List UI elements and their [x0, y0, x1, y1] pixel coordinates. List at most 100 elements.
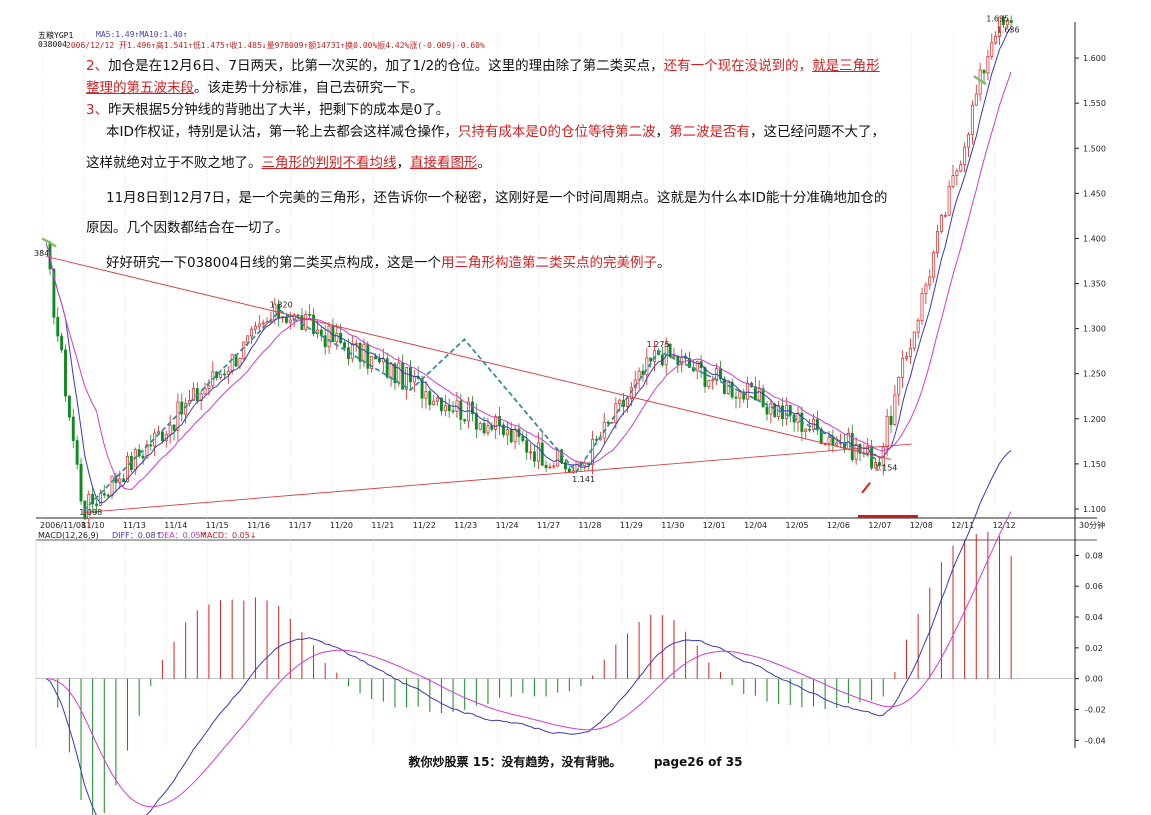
candle [722, 378, 726, 394]
paragraph-line-3: 3、昨天根据5分钟线的背驰出了大半，把剩下的成本是0了。 [86, 102, 450, 118]
price-tick-label: 1.600 [1083, 54, 1106, 63]
lower-trendline [83, 443, 912, 514]
candle [548, 466, 552, 469]
candle [1009, 20, 1013, 23]
macd-tick-label: -0.04 [1085, 736, 1106, 745]
footer-title: 教你炒股票 15：没有趋势，没有背驰。 [408, 755, 622, 769]
candle [703, 367, 707, 387]
candle [110, 475, 114, 496]
candle [533, 451, 536, 462]
candle [149, 444, 153, 447]
candle [905, 355, 908, 359]
candle [649, 357, 653, 362]
candle [98, 493, 102, 506]
window-title: 五粮YGP1 [38, 31, 74, 40]
candle [87, 493, 91, 520]
candle [998, 16, 1001, 37]
candle [540, 442, 544, 466]
upper-trendline [46, 256, 892, 460]
candle [393, 363, 397, 384]
time-tick-label: 12/08 [910, 521, 933, 530]
ma-legend: MA5:1.49↑MA10:1.40↑ [96, 30, 188, 39]
candle [1001, 16, 1005, 26]
price-tick-label: 1.150 [1083, 460, 1106, 469]
paragraph-line-4: 本ID作权证，特别是认沽，第一轮上去都会这样减仓操作，只持有成本是0的仓位等待第… [106, 124, 885, 140]
candle [226, 370, 230, 375]
macd-legend-macd: MACD：0.05↓ [200, 531, 257, 540]
candle [215, 371, 219, 379]
candle [730, 381, 734, 398]
candle [943, 214, 947, 217]
candle [443, 405, 447, 412]
time-tick-label: 11/23 [454, 521, 477, 530]
candle [970, 104, 974, 135]
candle [742, 391, 746, 400]
macd-tick-label: 0.04 [1085, 613, 1103, 622]
candle [897, 376, 901, 396]
candle [354, 342, 358, 345]
time-tick-label: 12/07 [868, 521, 891, 530]
candle [734, 396, 738, 399]
candle [350, 343, 354, 359]
candle [358, 342, 362, 362]
candle [242, 341, 246, 359]
price-tick-label: 1.450 [1083, 189, 1106, 198]
time-tick-label: 11/29 [620, 521, 643, 530]
time-tick-label: 11/24 [496, 521, 519, 530]
candle [323, 335, 327, 348]
candle [521, 436, 525, 441]
paragraph-line-7: 原因。几个因数都结合在一切了。 [86, 220, 289, 236]
candle [877, 462, 881, 467]
dea-line [46, 511, 1012, 808]
candle [253, 325, 257, 330]
candle [668, 343, 672, 357]
macd-tick-label: 0.08 [1085, 551, 1103, 560]
candle [908, 347, 912, 357]
macd-tick-label: 0.06 [1085, 582, 1103, 591]
candle [389, 363, 393, 378]
candle [436, 397, 440, 402]
ma5-line [45, 27, 1012, 504]
stock-code: 038004 [38, 40, 67, 49]
price-tick-label: 1.100 [1083, 505, 1106, 514]
candle [60, 335, 64, 351]
time-tick-label: 11/13 [123, 521, 146, 530]
candle [982, 69, 986, 74]
candle [920, 293, 924, 321]
page-footer: 教你炒股票 15：没有趋势，没有背驰。 page26 of 35 [0, 753, 1151, 770]
candle [827, 436, 831, 444]
candle [808, 428, 812, 431]
green-arrow-icon [973, 75, 987, 86]
candle [64, 349, 67, 397]
candle [509, 429, 513, 443]
green-arrow-icon [41, 237, 57, 248]
candle [207, 385, 211, 389]
price-tick-label: 1.550 [1083, 99, 1106, 108]
low-label: 1.098 [79, 508, 102, 517]
candle [52, 268, 56, 318]
candle [769, 403, 773, 415]
macd-tick-label: -0.02 [1085, 705, 1106, 714]
low-label: 1.154 [874, 463, 897, 472]
candle [451, 410, 455, 413]
candle [967, 134, 970, 148]
buy-arrow-icon [861, 482, 871, 494]
candle [711, 379, 715, 382]
candle [986, 56, 990, 74]
candle [916, 320, 920, 333]
high-label: 1.275 [647, 340, 670, 349]
candle [494, 416, 498, 430]
price-tick-label: 1.350 [1083, 280, 1106, 289]
candle [478, 422, 482, 430]
price-tick-label: 1.400 [1083, 234, 1106, 243]
candle [757, 388, 761, 401]
time-tick-label: 11/21 [371, 521, 394, 530]
candle [191, 388, 195, 401]
candle [401, 362, 405, 390]
footer-page: page26 of 35 [653, 755, 743, 769]
candle [672, 355, 676, 358]
time-tick-label: 11/10 [81, 521, 104, 530]
candle [963, 146, 967, 166]
candle [56, 316, 60, 337]
candle [145, 444, 149, 459]
